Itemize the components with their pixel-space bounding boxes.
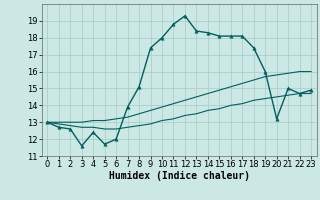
X-axis label: Humidex (Indice chaleur): Humidex (Indice chaleur) xyxy=(109,171,250,181)
